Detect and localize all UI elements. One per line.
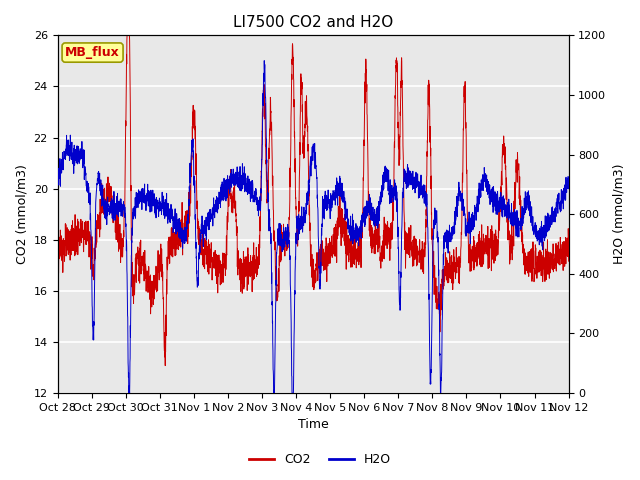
- CO2: [555, 261, 563, 267]
- Text: MB_flux: MB_flux: [65, 46, 120, 59]
- H2O: [272, 277, 280, 283]
- H2O: [54, 182, 61, 188]
- Line: CO2: CO2: [58, 36, 568, 366]
- H2O: [125, 390, 132, 396]
- CO2: [250, 258, 258, 264]
- CO2: [272, 278, 280, 284]
- H2O: [260, 58, 268, 63]
- H2O: [143, 200, 150, 205]
- H2O: [555, 190, 563, 196]
- Y-axis label: H2O (mmol/m3): H2O (mmol/m3): [612, 164, 625, 264]
- H2O: [500, 203, 508, 209]
- Y-axis label: CO2 (mmol/m3): CO2 (mmol/m3): [15, 164, 28, 264]
- CO2: [54, 259, 61, 265]
- CO2: [500, 138, 508, 144]
- CO2: [564, 258, 572, 264]
- H2O: [112, 207, 120, 213]
- X-axis label: Time: Time: [298, 419, 328, 432]
- H2O: [564, 182, 572, 188]
- Line: H2O: H2O: [58, 60, 568, 393]
- Title: LI7500 CO2 and H2O: LI7500 CO2 and H2O: [233, 15, 393, 30]
- Legend: CO2, H2O: CO2, H2O: [244, 448, 396, 471]
- H2O: [250, 195, 257, 201]
- CO2: [112, 210, 120, 216]
- CO2: [124, 33, 131, 38]
- CO2: [161, 363, 169, 369]
- CO2: [143, 276, 150, 282]
